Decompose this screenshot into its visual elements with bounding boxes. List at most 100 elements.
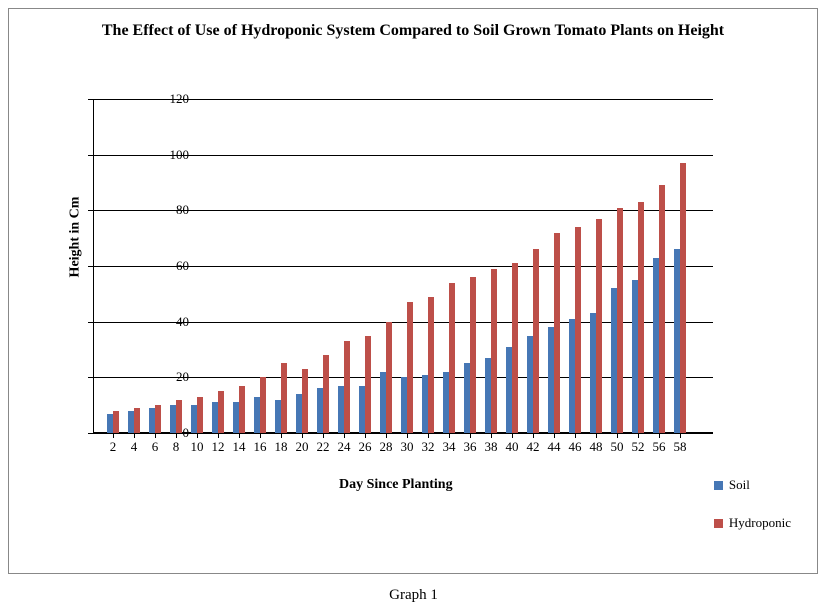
xtick-label: 30 bbox=[397, 439, 417, 455]
xtick-label: 10 bbox=[187, 439, 207, 455]
xtick-label: 14 bbox=[229, 439, 249, 455]
chart-container: The Effect of Use of Hydroponic System C… bbox=[0, 0, 827, 610]
xtick-label: 36 bbox=[460, 439, 480, 455]
bar-hydroponic bbox=[428, 297, 434, 433]
legend-swatch-soil bbox=[714, 481, 723, 490]
xtick-mark bbox=[218, 433, 219, 438]
bar-hydroponic bbox=[134, 408, 140, 433]
xtick-label: 20 bbox=[292, 439, 312, 455]
xtick-mark bbox=[239, 433, 240, 438]
xtick-mark bbox=[491, 433, 492, 438]
ytick-mark bbox=[88, 266, 93, 267]
bar-hydroponic bbox=[638, 202, 644, 433]
legend: Soil Hydroponic bbox=[714, 477, 791, 553]
xtick-label: 50 bbox=[607, 439, 627, 455]
bar-hydroponic bbox=[575, 227, 581, 433]
bar-hydroponic bbox=[512, 263, 518, 433]
xtick-mark bbox=[449, 433, 450, 438]
ytick-label: 40 bbox=[149, 314, 189, 330]
bar-hydroponic bbox=[365, 336, 371, 433]
bar-hydroponic bbox=[218, 391, 224, 433]
bar-hydroponic bbox=[239, 386, 245, 433]
xtick-label: 4 bbox=[124, 439, 144, 455]
bar-hydroponic bbox=[554, 233, 560, 433]
bar-hydroponic bbox=[596, 219, 602, 433]
xtick-mark bbox=[575, 433, 576, 438]
xtick-mark bbox=[113, 433, 114, 438]
xtick-mark bbox=[470, 433, 471, 438]
bar-hydroponic bbox=[197, 397, 203, 433]
xtick-label: 42 bbox=[523, 439, 543, 455]
chart-border: The Effect of Use of Hydroponic System C… bbox=[8, 8, 818, 574]
bar-hydroponic bbox=[617, 208, 623, 433]
ytick-mark bbox=[88, 377, 93, 378]
xtick-mark bbox=[554, 433, 555, 438]
bar-hydroponic bbox=[302, 369, 308, 433]
xtick-mark bbox=[323, 433, 324, 438]
xtick-mark bbox=[596, 433, 597, 438]
xtick-label: 18 bbox=[271, 439, 291, 455]
xtick-label: 6 bbox=[145, 439, 165, 455]
xtick-mark bbox=[533, 433, 534, 438]
legend-item-hydroponic: Hydroponic bbox=[714, 515, 791, 531]
legend-item-soil: Soil bbox=[714, 477, 791, 493]
xtick-mark bbox=[617, 433, 618, 438]
y-axis-label: Height in Cm bbox=[67, 197, 83, 278]
xtick-mark bbox=[428, 433, 429, 438]
legend-swatch-hydroponic bbox=[714, 519, 723, 528]
xtick-mark bbox=[344, 433, 345, 438]
xtick-label: 22 bbox=[313, 439, 333, 455]
ytick-mark bbox=[88, 433, 93, 434]
xtick-label: 16 bbox=[250, 439, 270, 455]
xtick-label: 48 bbox=[586, 439, 606, 455]
bar-hydroponic bbox=[281, 363, 287, 433]
ytick-mark bbox=[88, 322, 93, 323]
xtick-label: 46 bbox=[565, 439, 585, 455]
legend-label-soil: Soil bbox=[729, 477, 750, 493]
xtick-mark bbox=[512, 433, 513, 438]
bar-hydroponic bbox=[407, 302, 413, 433]
xtick-mark bbox=[659, 433, 660, 438]
xtick-mark bbox=[680, 433, 681, 438]
xtick-label: 52 bbox=[628, 439, 648, 455]
xtick-label: 8 bbox=[166, 439, 186, 455]
chart-title: The Effect of Use of Hydroponic System C… bbox=[9, 9, 817, 46]
xtick-label: 12 bbox=[208, 439, 228, 455]
xtick-label: 32 bbox=[418, 439, 438, 455]
bar-hydroponic bbox=[386, 322, 392, 433]
xtick-mark bbox=[281, 433, 282, 438]
bar-hydroponic bbox=[113, 411, 119, 433]
bar-hydroponic bbox=[344, 341, 350, 433]
ytick-mark bbox=[88, 155, 93, 156]
ytick-label: 20 bbox=[149, 369, 189, 385]
bar-hydroponic bbox=[470, 277, 476, 433]
xtick-label: 28 bbox=[376, 439, 396, 455]
graph-caption: Graph 1 bbox=[0, 587, 827, 604]
xtick-label: 26 bbox=[355, 439, 375, 455]
xtick-mark bbox=[365, 433, 366, 438]
ytick-label: 80 bbox=[149, 202, 189, 218]
ytick-mark bbox=[88, 99, 93, 100]
bar-hydroponic bbox=[533, 249, 539, 433]
legend-label-hydroponic: Hydroponic bbox=[729, 515, 791, 531]
xtick-label: 24 bbox=[334, 439, 354, 455]
xtick-label: 40 bbox=[502, 439, 522, 455]
xtick-label: 34 bbox=[439, 439, 459, 455]
xtick-mark bbox=[407, 433, 408, 438]
ytick-mark bbox=[88, 210, 93, 211]
xtick-label: 2 bbox=[103, 439, 123, 455]
xtick-label: 44 bbox=[544, 439, 564, 455]
xtick-mark bbox=[302, 433, 303, 438]
xtick-mark bbox=[638, 433, 639, 438]
bar-hydroponic bbox=[260, 377, 266, 433]
ytick-label: 60 bbox=[149, 258, 189, 274]
xtick-mark bbox=[260, 433, 261, 438]
bar-hydroponic bbox=[659, 185, 665, 433]
bar-hydroponic bbox=[491, 269, 497, 433]
xtick-mark bbox=[386, 433, 387, 438]
xtick-mark bbox=[197, 433, 198, 438]
ytick-label: 120 bbox=[149, 91, 189, 107]
bar-hydroponic bbox=[449, 283, 455, 433]
xtick-label: 58 bbox=[670, 439, 690, 455]
xtick-label: 56 bbox=[649, 439, 669, 455]
